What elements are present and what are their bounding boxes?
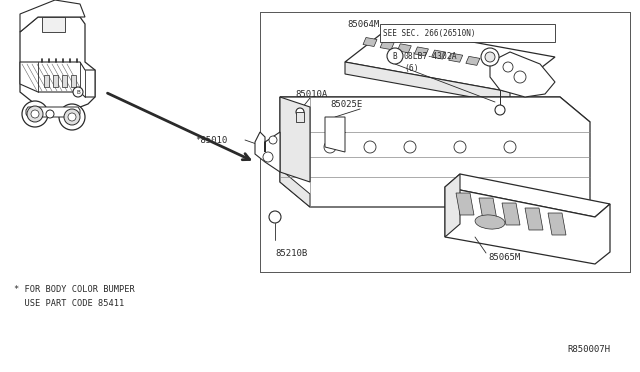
Polygon shape: [525, 208, 543, 230]
Polygon shape: [345, 62, 510, 104]
Polygon shape: [449, 53, 463, 62]
Circle shape: [31, 110, 39, 118]
Polygon shape: [548, 213, 566, 235]
Text: 85064M: 85064M: [347, 19, 380, 29]
Polygon shape: [280, 97, 590, 122]
Circle shape: [59, 104, 85, 130]
Bar: [44, 75, 49, 87]
Circle shape: [64, 109, 80, 125]
Bar: [53, 75, 58, 87]
Polygon shape: [445, 174, 610, 217]
Polygon shape: [345, 27, 555, 92]
Text: R850007H: R850007H: [567, 346, 610, 355]
Circle shape: [263, 152, 273, 162]
Circle shape: [495, 105, 505, 115]
Circle shape: [387, 48, 403, 64]
Polygon shape: [397, 44, 412, 53]
Polygon shape: [280, 97, 590, 207]
Bar: [62, 75, 67, 87]
Polygon shape: [325, 117, 345, 152]
Polygon shape: [415, 47, 428, 56]
Polygon shape: [456, 193, 474, 215]
Polygon shape: [20, 17, 95, 109]
Polygon shape: [280, 97, 310, 182]
Text: (6): (6): [404, 64, 419, 73]
Circle shape: [46, 110, 54, 118]
Polygon shape: [363, 38, 377, 46]
Circle shape: [485, 52, 495, 62]
Circle shape: [269, 211, 281, 223]
Polygon shape: [296, 112, 304, 122]
Circle shape: [404, 141, 416, 153]
Text: 85065M: 85065M: [488, 253, 520, 262]
Circle shape: [324, 141, 336, 153]
Circle shape: [22, 101, 48, 127]
Text: *85010: *85010: [195, 135, 227, 144]
Text: SEE SEC. 266(26510N): SEE SEC. 266(26510N): [383, 29, 476, 38]
Circle shape: [514, 71, 526, 83]
Polygon shape: [42, 17, 65, 32]
Circle shape: [27, 106, 43, 122]
Circle shape: [481, 48, 499, 66]
Text: B: B: [393, 51, 397, 61]
Circle shape: [364, 141, 376, 153]
Circle shape: [73, 87, 83, 97]
Polygon shape: [20, 62, 95, 97]
Circle shape: [504, 141, 516, 153]
Polygon shape: [445, 174, 460, 237]
Text: B: B: [76, 90, 80, 94]
Text: 08LB7-4302A: 08LB7-4302A: [404, 51, 458, 61]
Polygon shape: [280, 169, 310, 207]
Polygon shape: [431, 50, 445, 59]
Polygon shape: [502, 203, 520, 225]
Circle shape: [296, 108, 304, 116]
Bar: [71, 75, 76, 87]
Text: 85210B: 85210B: [275, 250, 307, 259]
Polygon shape: [20, 0, 85, 32]
Polygon shape: [445, 187, 610, 264]
Circle shape: [503, 62, 513, 72]
Bar: [380, 24, 555, 42]
Circle shape: [68, 113, 76, 121]
Circle shape: [454, 141, 466, 153]
Text: 85010A: 85010A: [295, 90, 327, 99]
Polygon shape: [380, 41, 394, 49]
Circle shape: [269, 136, 277, 144]
Text: * FOR BODY COLOR BUMPER: * FOR BODY COLOR BUMPER: [14, 285, 135, 295]
Polygon shape: [26, 107, 80, 117]
Ellipse shape: [475, 215, 505, 229]
Text: 85025E: 85025E: [330, 99, 362, 109]
Polygon shape: [255, 132, 280, 172]
Polygon shape: [490, 52, 555, 97]
Text: USE PART CODE 85411: USE PART CODE 85411: [14, 299, 124, 308]
Polygon shape: [466, 56, 480, 65]
Polygon shape: [479, 198, 497, 220]
